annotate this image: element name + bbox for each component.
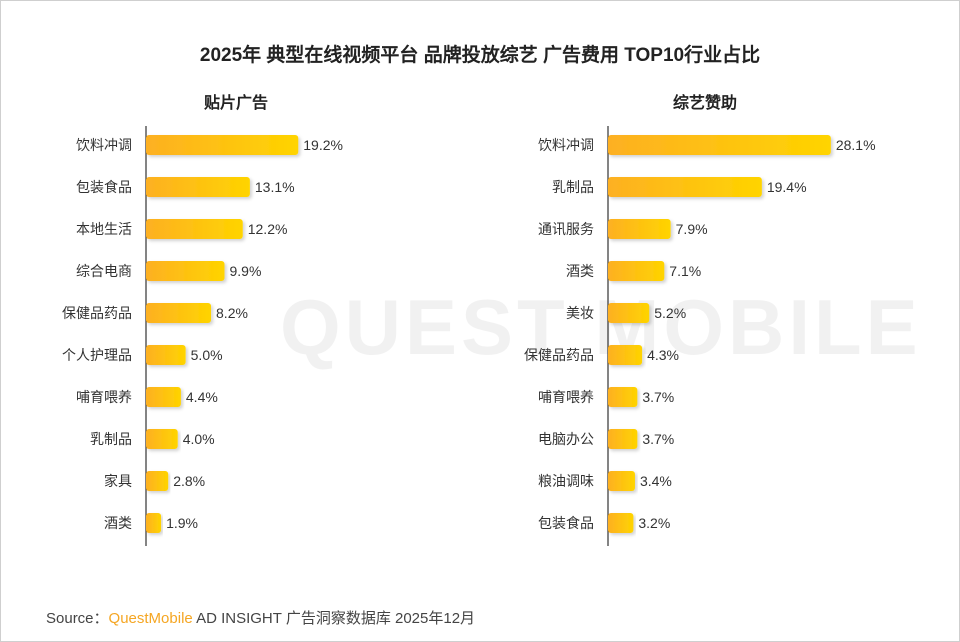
data-label: 7.1% (669, 263, 701, 279)
bar (608, 303, 650, 323)
category-label: 乳制品 (90, 431, 132, 447)
data-label: 28.1% (836, 137, 876, 153)
source-note: Source：QuestMobile AD INSIGHT 广告洞察数据库 20… (46, 607, 475, 628)
category-label: 电脑办公 (538, 431, 594, 447)
watermark-logo: QUEST MOBILE (280, 283, 922, 371)
bar (608, 471, 635, 491)
category-label: 美妆 (566, 305, 594, 321)
source-prefix: Source： (46, 610, 109, 627)
chart-title: 2025年 典型在线视频平台 品牌投放综艺 广告费用 TOP10行业占比 (199, 45, 761, 66)
category-label: 酒类 (104, 515, 132, 531)
bar (146, 135, 299, 155)
data-label: 5.0% (191, 347, 223, 363)
category-label: 本地生活 (76, 221, 132, 237)
data-label: 8.2% (216, 305, 248, 321)
category-label: 家具 (104, 473, 132, 489)
bar (146, 513, 162, 533)
bar (608, 513, 634, 533)
data-label: 3.2% (638, 515, 670, 531)
data-label: 13.1% (255, 179, 295, 195)
data-label: 3.7% (642, 431, 674, 447)
bar (608, 219, 671, 239)
data-label: 3.4% (640, 473, 672, 489)
bar (146, 471, 169, 491)
bar (608, 261, 665, 281)
bar (608, 135, 831, 155)
bar (146, 387, 181, 407)
category-label: 乳制品 (552, 179, 594, 195)
data-label: 19.2% (303, 137, 343, 153)
category-label: 包装食品 (76, 179, 132, 195)
bar (146, 177, 250, 197)
source-text: AD INSIGHT 广告洞察数据库 2025年12月 (192, 610, 476, 627)
category-label: 哺育喂养 (538, 389, 594, 405)
subchart-title: 贴片广告 (204, 93, 268, 112)
data-label: 1.9% (166, 515, 198, 531)
bar (608, 429, 638, 449)
category-label: 饮料冲调 (538, 137, 594, 153)
data-label: 4.3% (647, 347, 679, 363)
category-label: 粮油调味 (538, 473, 594, 489)
source-brand: QuestMobile (108, 610, 193, 627)
data-label: 4.4% (186, 389, 218, 405)
data-label: 2.8% (173, 473, 205, 489)
bar (146, 345, 186, 365)
category-label: 个人护理品 (62, 347, 132, 363)
category-label: 哺育喂养 (76, 389, 132, 405)
data-label: 12.2% (248, 221, 288, 237)
category-label: 保健品药品 (62, 305, 132, 321)
bar (608, 387, 638, 407)
category-label: 包装食品 (538, 515, 594, 531)
category-label: 饮料冲调 (76, 137, 132, 153)
bar (608, 345, 643, 365)
data-label: 19.4% (767, 179, 807, 195)
data-label: 4.0% (183, 431, 215, 447)
category-label: 通讯服务 (538, 221, 594, 237)
category-label: 综合电商 (76, 263, 132, 279)
bar (146, 219, 243, 239)
data-label: 5.2% (654, 305, 686, 321)
category-label: 酒类 (566, 263, 594, 279)
data-label: 9.9% (230, 263, 262, 279)
data-label: 3.7% (642, 389, 674, 405)
subchart-title: 综艺赞助 (673, 93, 737, 112)
data-label: 7.9% (676, 221, 708, 237)
bar (146, 429, 178, 449)
bar (608, 177, 762, 197)
category-label: 保健品药品 (524, 347, 594, 363)
bar (146, 261, 225, 281)
bar (146, 303, 212, 323)
